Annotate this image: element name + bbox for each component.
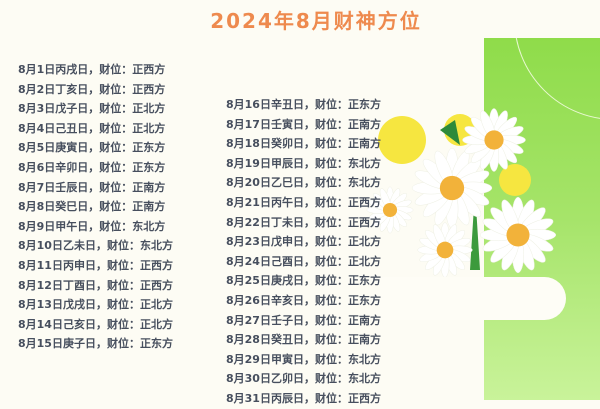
entry-row: 8月6日辛卯日，财位：正东方 [18,160,166,174]
leaves [378,114,531,270]
entry-row: 8月30日乙卯日，财位：东北方 [226,372,381,386]
daisy-flowers-image [366,108,557,278]
entry-row: 8月2日丁亥日，财位：正西方 [18,82,166,96]
entry-row: 8月12日丁酉日，财位：正西方 [18,278,173,292]
entry-row: 8月14日己亥日，财位：正北方 [18,317,173,331]
entry-row: 8月3日戊子日，财位：正北方 [18,102,166,116]
white-banner-bar [380,277,566,320]
entry-row: 8月10日乙未日，财位：东北方 [18,239,173,253]
entry-row: 8月29日甲寅日，财位：东北方 [226,352,381,366]
entry-row: 8月8日癸巳日，财位：正南方 [18,200,166,214]
entry-row: 8月16日辛丑日，财位：正东方 [226,98,381,111]
entry-row: 8月31日丙辰日，财位：正西方 [226,391,381,405]
entry-row: 8月20日乙巳日，财位：东北方 [226,176,381,190]
daisy [479,196,557,274]
entry-row: 8月17日壬寅日，财位：正南方 [226,117,381,131]
entry-row: 8月25日庚戌日，财位：正东方 [226,274,381,288]
entry-row: 8月4日己丑日，财位：正北方 [18,121,166,135]
page-title: 2024年8月财神方位 [210,9,422,33]
entry-row: 8月15日庚子日，财位：正东方 [18,337,173,351]
entry-row: 8月22日丁未日，财位：正西方 [226,215,381,229]
entry-row: 8月1日丙戌日，财位：正西方 [18,63,166,76]
entry-row: 8月24日己酉日，财位：正北方 [226,254,381,268]
entry-row: 8月28日癸丑日，财位：正南方 [226,333,381,347]
entries-column-right: 8月16日辛丑日，财位：正东方 8月17日壬寅日，财位：正南方 8月18日癸卯日，财… [226,95,381,409]
daisy [462,108,526,172]
entry-row: 8月5日庚寅日，财位：正东方 [18,141,166,155]
entries-column-left: 8月1日丙戌日，财位：正西方 8月2日丁亥日，财位：正西方 8月3日戊子日，财位：正… [18,60,173,354]
entry-row: 8月21日丙午日，财位：正西方 [226,195,381,209]
daisy [417,222,473,278]
entry-row: 8月9日甲午日，财位：东北方 [18,219,166,233]
entry-row: 8月18日癸卯日，财位：正南方 [226,137,381,151]
entry-row: 8月19日甲辰日，财位：东北方 [226,156,381,170]
entry-row: 8月27日壬子日，财位：正南方 [226,313,381,327]
entry-row: 8月7日壬辰日，财位：正南方 [18,180,166,194]
entry-row: 8月11日丙申日，财位：正西方 [18,258,173,272]
daisy [366,186,414,234]
entry-row: 8月26日辛亥日，财位：正东方 [226,293,381,307]
entry-row: 8月13日戊戌日，财位：正北方 [18,298,173,312]
daisy [411,147,493,229]
entry-row: 8月23日戊申日，财位：正北方 [226,235,381,249]
